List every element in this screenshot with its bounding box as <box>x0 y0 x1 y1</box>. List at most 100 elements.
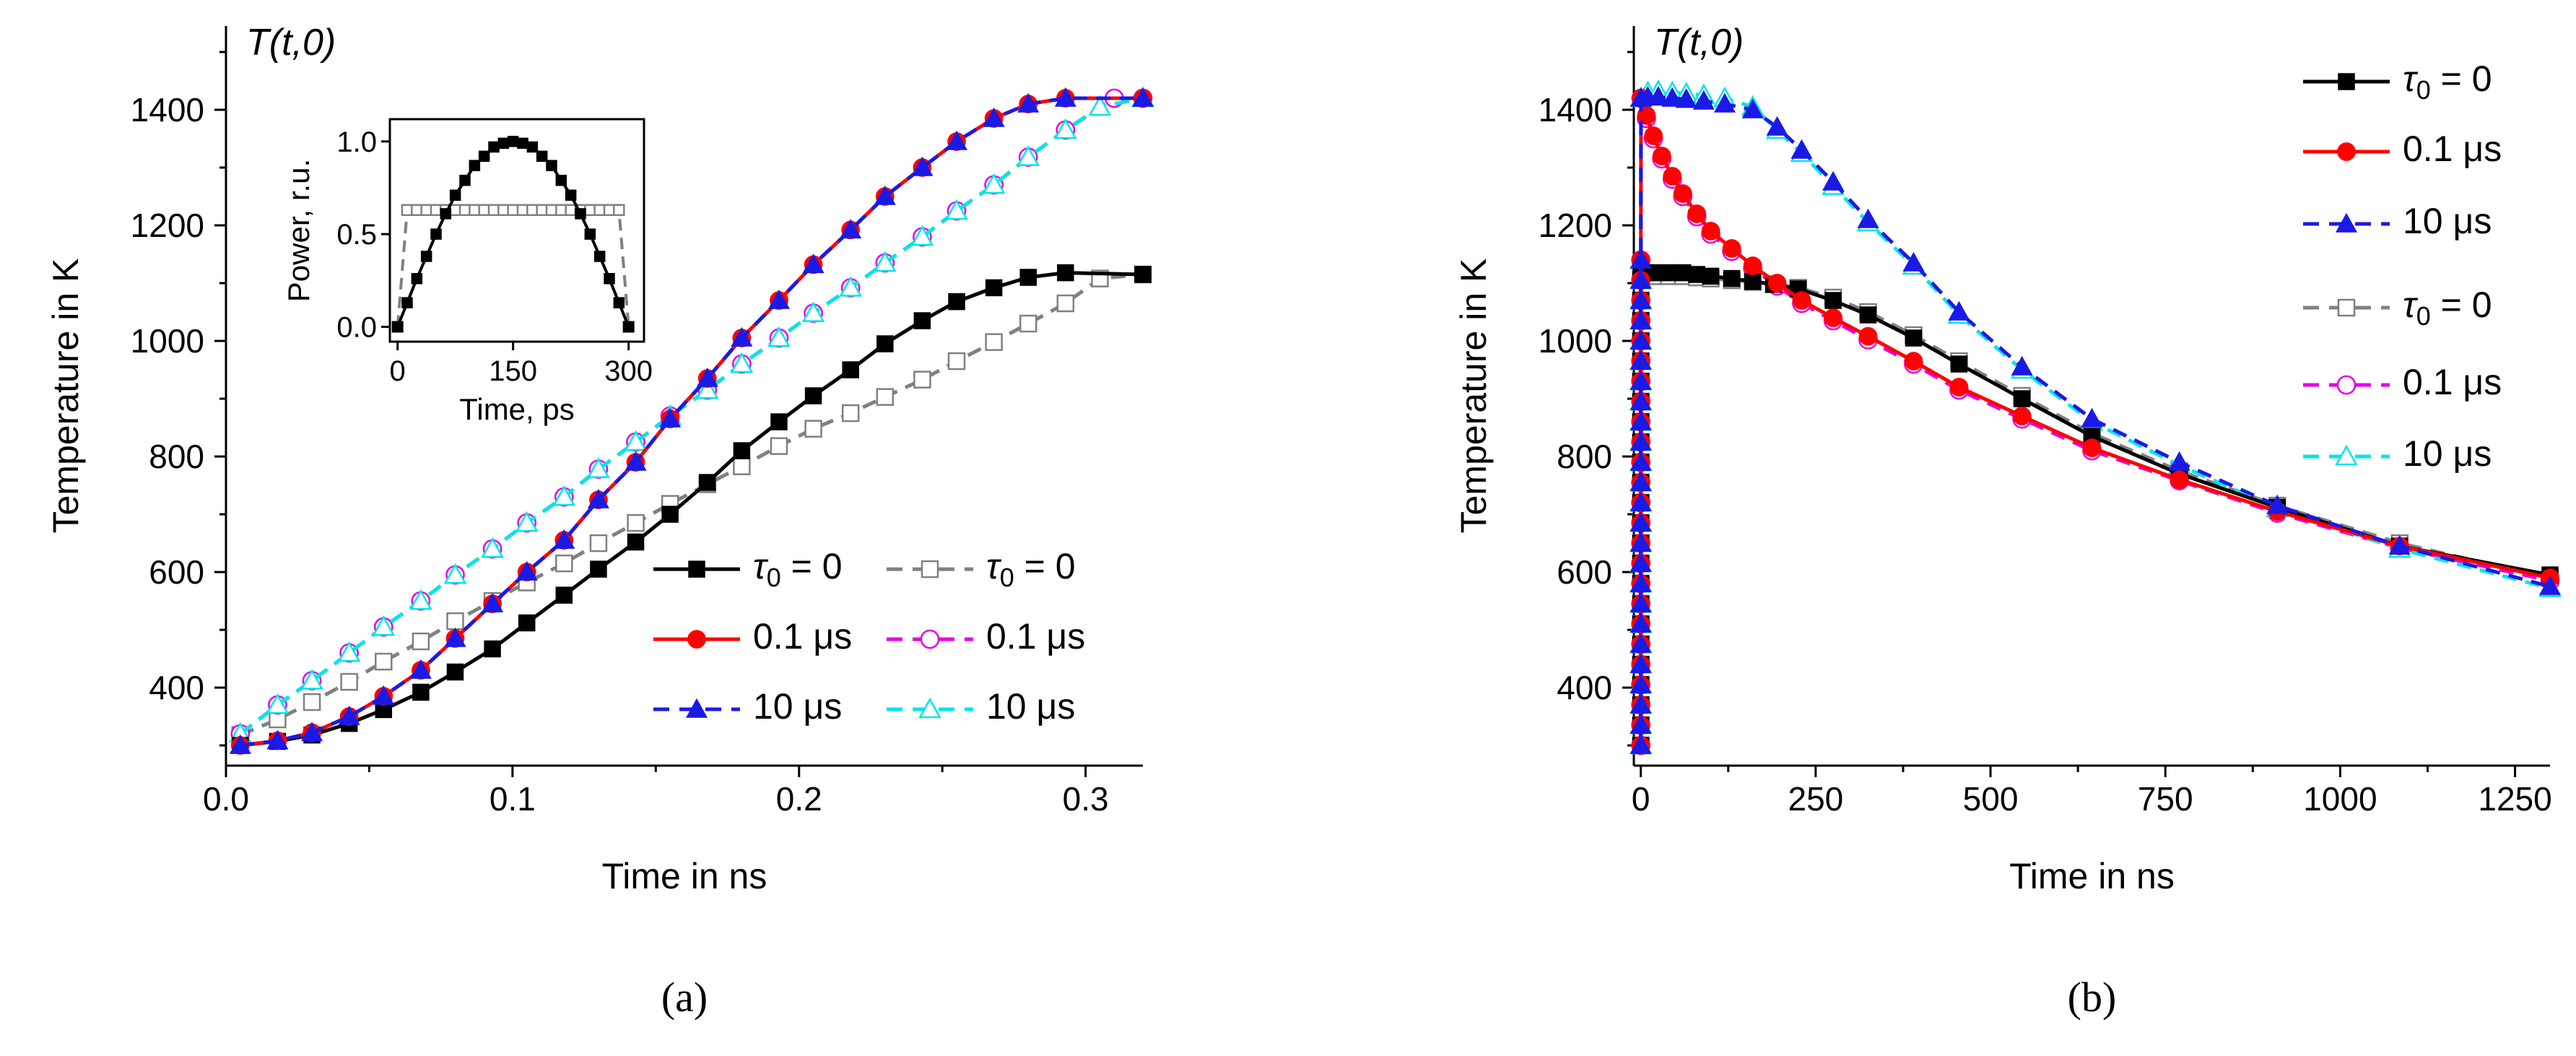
chart-b-series-2-point-33 <box>1766 116 1788 136</box>
chart-b-series-0-point-30 <box>1702 267 1720 285</box>
chart-b-series-2-point-35 <box>1822 170 1845 191</box>
inset-series-0-point-9 <box>478 150 490 163</box>
legend-a-col2-row-0-label-main: τ <box>986 546 1002 587</box>
chart-a-series-3-point-5 <box>412 632 430 651</box>
chart-b-series-2-point-29 <box>1675 88 1697 108</box>
legend-b-row-0-label-main: τ <box>2403 59 2419 99</box>
legend-a-col1-row-2-marker <box>685 698 708 718</box>
legend-b-row-5-label: 10 μs <box>2403 433 2492 474</box>
chart-a-series-2-point-23 <box>1054 87 1076 107</box>
chart-a-series-2-point-9 <box>553 529 575 549</box>
legend-a-col2-row-0-label: τ0 = 0 <box>986 546 1076 592</box>
chart-a-x-axis-label: Time in ns <box>602 856 767 896</box>
chart-a-series-5-point-2 <box>300 669 323 690</box>
chart-a-series-5-point-1 <box>266 693 290 714</box>
chart-a-series-2-point-4 <box>373 685 395 705</box>
inset-series-1-point-17 <box>555 204 567 217</box>
inset-series-1-point-11 <box>497 204 510 217</box>
chart-a-series-0-point-5 <box>412 683 430 701</box>
chart-a-y-tick-label-2: 800 <box>149 438 204 475</box>
inset-series-1-point-2 <box>411 204 423 217</box>
chart-a-series-5-point-14 <box>730 352 754 373</box>
chart-a-series-5-point-11 <box>624 430 648 451</box>
chart-a-series-2-point-2 <box>301 722 323 742</box>
inset-series-1-point-10 <box>487 204 500 217</box>
chart-a-y-axis-label: Temperature in K <box>45 259 86 534</box>
chart-b-y-tick-label-3: 1000 <box>1539 322 1612 360</box>
chart-b-series-2-point-21 <box>1629 309 1652 329</box>
chart-b-series-1-point-39 <box>1904 352 1923 371</box>
inset-series-0-point-10 <box>488 141 500 153</box>
inset-x-tick-label-2: 300 <box>604 355 653 387</box>
inset-series-0-point-0 <box>391 321 404 333</box>
chart-a-series-5-point-6 <box>443 563 467 584</box>
chart-a-series-3-point-9 <box>555 554 573 573</box>
legend-a-col2-row-1-label: 0.1 μs <box>986 616 1085 657</box>
chart-b-series-1-point-36 <box>1792 291 1811 310</box>
chart-b-series-2-point-32 <box>1741 98 1764 118</box>
chart-a-series-3-point-15 <box>770 437 788 455</box>
chart-b-series-2-point-37 <box>1902 251 1925 272</box>
chart-a-series-2-point-16 <box>802 254 824 274</box>
legend-b-row-0-marker <box>2338 73 2355 90</box>
chart-a-series-2-point-0 <box>229 734 251 754</box>
chart-b-series-2-point-0 <box>1629 734 1652 754</box>
chart-a-series-2-point-22 <box>1017 92 1040 113</box>
legend-a-col1-row-0-label: τ0 = 0 <box>753 546 843 592</box>
chart-a-series-0-point-19 <box>913 312 931 329</box>
chart-b-series-1-point-30 <box>1673 184 1692 203</box>
chart-b-series-2-point-36 <box>1857 208 1879 228</box>
chart-a-series-0-point-24 <box>1134 266 1152 283</box>
inset-series-0-point-11 <box>497 137 510 150</box>
legend-a-col1-row-1-label-main: 0.1 μs <box>753 616 852 657</box>
chart-a-series-2-point-13 <box>696 367 718 387</box>
legend-a-col1-row-1-label: 0.1 μs <box>753 616 852 657</box>
inset-series-0-point-16 <box>546 160 557 171</box>
legend-b-row-1-marker <box>2337 142 2356 161</box>
chart-b-series-1-point-34 <box>1743 256 1762 275</box>
inset-series-0-point-21 <box>593 251 606 262</box>
chart-a-series-2-point-24 <box>1131 87 1154 107</box>
inset-series-1-point-4 <box>430 204 443 217</box>
chart-a-series-0-line <box>240 271 1144 748</box>
legend-a-col1-row-1-marker <box>687 630 706 649</box>
legend-a-col1-row-0-label-rest: = 0 <box>781 546 843 587</box>
inset-series-1-point-20 <box>584 204 596 217</box>
inset-series-1-point-16 <box>545 204 558 217</box>
chart-a-x-tick-label-2: 0.2 <box>776 780 822 818</box>
chart-a-series-5-point-17 <box>839 276 863 297</box>
inset-series-0-point-4 <box>430 228 442 240</box>
chart-b-series-0-point-35 <box>1824 292 1842 309</box>
chart-a-y-tick-label-3: 1000 <box>131 322 204 360</box>
chart-a-series-2-point-12 <box>659 407 682 428</box>
legend-b-row-2-marker <box>2335 212 2358 233</box>
chart-a-series-5-point-13 <box>695 378 719 399</box>
chart-a-y-tick-label-0: 400 <box>149 669 204 706</box>
chart-a-series-3-point-4 <box>375 652 393 671</box>
inset-series-0-point-3 <box>420 251 432 262</box>
inset-x-tick-label-1: 150 <box>489 355 537 387</box>
chart-b-x-tick-label-4: 1000 <box>2303 780 2377 818</box>
legend-b-row-2-label: 10 μs <box>2403 201 2492 241</box>
legend-a-col1-row-0-label-sub: 0 <box>767 563 781 592</box>
chart-b-series-2-point-42 <box>2266 494 2289 514</box>
chart-b-series-0-point-39 <box>2013 390 2031 407</box>
panel-a: 0.0 0.1 0.2 0.3 400 600 800 1000 1200 1400 Time in… <box>45 22 1154 1021</box>
chart-b-series-1-point-32 <box>1701 222 1720 241</box>
inset-series-1-point-14 <box>526 204 539 217</box>
inset-series-0-point-15 <box>536 150 548 163</box>
inset-series-1-point-3 <box>420 204 432 217</box>
chart-a-series-2-point-18 <box>874 185 896 205</box>
chart-a-series-0-point-14 <box>733 442 751 459</box>
chart-b-y-tick-label-2: 800 <box>1557 438 1612 475</box>
chart-b-series-2-point-4 <box>1629 653 1652 673</box>
chart-a-series-2-point-19 <box>911 156 934 176</box>
chart-b-series-0-point-31 <box>1723 269 1741 287</box>
inset-series-0-point-22 <box>604 272 615 285</box>
inset-series-1-point-8 <box>469 204 481 217</box>
inset-series-1-point-1 <box>401 204 414 217</box>
chart-b-series-0-point-38 <box>1950 355 1968 373</box>
chart-b-series-2-point-38 <box>1948 300 1970 321</box>
legend-b-row-3-label-sub: 0 <box>2416 301 2431 331</box>
chart-b-x-tick-label-0: 0 <box>1632 780 1650 818</box>
